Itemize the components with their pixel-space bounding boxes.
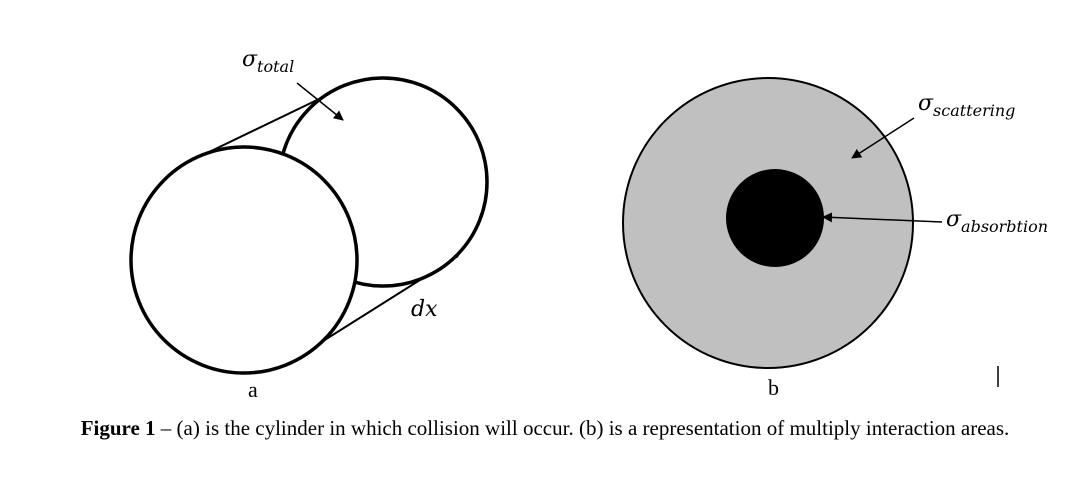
panel-label-b: b — [768, 375, 779, 400]
figure-caption: Figure 1 – (a) is the cylinder in which … — [20, 412, 1070, 444]
panel-label-a: a — [248, 377, 258, 402]
cylinder-diagram: σtotal dx a — [129, 47, 489, 402]
sigma-absorption-arrow — [822, 212, 943, 223]
sigma-scattering-label: σscattering — [918, 91, 1015, 120]
caption-text: – (a) is the cylinder in which collision… — [155, 416, 1010, 440]
sigma-scattering-arrow — [851, 117, 915, 159]
sigma-absorption-label: σabsorbtion — [946, 207, 1048, 236]
interaction-areas-diagram: σscattering σabsorbtion b — [622, 77, 1048, 400]
cylinder-front-circle — [129, 145, 359, 375]
sigma-total-arrow — [296, 82, 344, 121]
sigma-total-label: σtotal — [242, 47, 294, 76]
caption-figure-label: Figure 1 — [80, 416, 156, 440]
absorption-area-circle — [726, 169, 824, 267]
dx-label: dx — [411, 297, 438, 322]
